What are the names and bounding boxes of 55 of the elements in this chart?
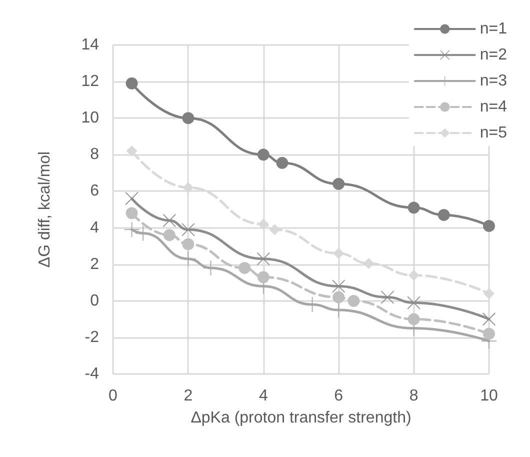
point bbox=[407, 296, 420, 310]
y-tick-label: -4 bbox=[84, 366, 100, 382]
legend-label: n=5 bbox=[480, 124, 508, 142]
point bbox=[182, 238, 194, 250]
y-tick-label: 4 bbox=[90, 219, 100, 236]
point bbox=[332, 291, 345, 304]
point bbox=[332, 178, 345, 190]
x-axis-title: ΔpKa (proton transfer strength) bbox=[190, 410, 412, 426]
point bbox=[182, 112, 194, 124]
x-tick-label: 8 bbox=[409, 388, 418, 404]
y-tick-label: 12 bbox=[81, 73, 100, 90]
point bbox=[126, 77, 138, 90]
point bbox=[238, 262, 251, 274]
x-tick-label: 2 bbox=[184, 388, 193, 404]
point bbox=[332, 280, 346, 293]
legend-label: n=1 bbox=[480, 20, 508, 38]
y-tick-label: 8 bbox=[90, 146, 100, 164]
point bbox=[126, 146, 138, 157]
x-tick-label: 10 bbox=[480, 388, 498, 404]
y-tick-label: 6 bbox=[90, 182, 100, 200]
point bbox=[180, 251, 196, 266]
point bbox=[258, 218, 269, 230]
y-axis-title: ΔG diff, kcal/mol bbox=[36, 151, 54, 268]
y-tick-label: -2 bbox=[84, 328, 100, 346]
x-tick-label: 6 bbox=[334, 388, 344, 404]
point bbox=[276, 156, 288, 169]
y-tick-label: 0 bbox=[90, 292, 100, 310]
legend-label: n=3 bbox=[480, 72, 508, 90]
point bbox=[256, 252, 270, 266]
point bbox=[333, 248, 344, 259]
x-tick-label: 4 bbox=[258, 388, 268, 404]
point bbox=[124, 222, 140, 238]
point bbox=[483, 328, 495, 340]
point bbox=[348, 294, 360, 307]
point bbox=[257, 148, 270, 161]
x-tick-label: 0 bbox=[108, 388, 118, 404]
point bbox=[257, 271, 270, 284]
legend-label: n=4 bbox=[480, 98, 508, 116]
y-tick-label: 2 bbox=[90, 256, 100, 273]
point bbox=[438, 208, 450, 221]
point bbox=[126, 207, 138, 220]
point bbox=[483, 220, 495, 232]
point bbox=[182, 223, 195, 236]
legend-label: n=2 bbox=[480, 46, 508, 64]
y-tick-label: 14 bbox=[81, 36, 100, 54]
y-tick-label: 10 bbox=[81, 110, 100, 127]
point bbox=[408, 270, 420, 281]
point bbox=[484, 288, 494, 300]
point bbox=[408, 313, 420, 326]
point bbox=[363, 258, 374, 269]
point bbox=[162, 214, 176, 227]
point bbox=[408, 202, 420, 214]
point bbox=[182, 182, 194, 194]
point bbox=[269, 224, 280, 236]
point bbox=[163, 229, 176, 242]
